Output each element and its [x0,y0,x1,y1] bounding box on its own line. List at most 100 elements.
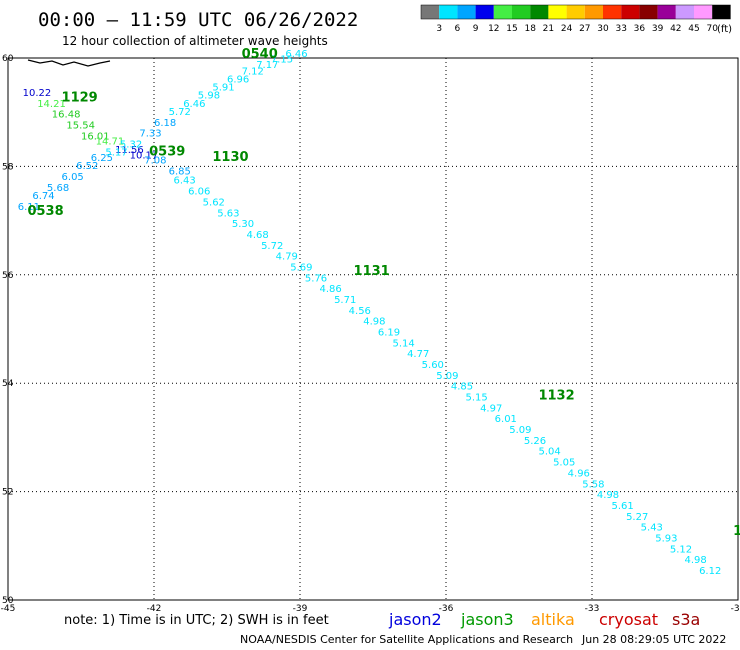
swh-value-label: 5.14 [392,338,414,349]
swh-value-label: 5.76 [305,273,327,284]
swh-value-label: 5.04 [538,447,560,458]
satellite-legend-item: altika [531,610,575,629]
x-tick-label: -30 [731,604,740,614]
satellite-legend-item: jason3 [460,610,514,629]
swh-value-label: 6.12 [699,566,721,577]
swh-value-label: 4.98 [597,490,619,501]
axis-tick-labels: -45 -42 -39 -36 -33 -30 50 52 54 56 58 60 [1,54,740,614]
satellite-legend: jason2 jason3 altika cryosat s3a [388,610,700,629]
swh-value-label: 6.01 [495,414,517,425]
swh-value-label: 4.56 [349,306,371,317]
swh-value-label: 5.93 [655,533,677,544]
x-tick-label: -36 [439,604,454,614]
swh-value-label: 6.25 [91,153,113,164]
swh-value-label: 6.05 [62,172,84,183]
swh-value-label: 7.33 [139,129,161,140]
swh-value-label: 5.69 [290,262,312,273]
swh-value-label: 16.48 [52,110,81,121]
colorbar-swatch [530,5,549,19]
colorbar-label: 24 [561,24,573,34]
swh-value-label: 4.68 [246,230,268,241]
y-tick-label: 50 [2,596,14,606]
swh-value-label: 5.58 [582,479,604,490]
y-tick-label: 56 [2,271,14,281]
footer-credit: NOAA/NESDIS Center for Satellite Applica… [240,633,573,646]
swh-value-label: 5.63 [217,208,239,219]
time-label: 1130 [212,150,248,165]
swh-value-label: 10.17 [130,150,159,161]
swh-value-label: 7.17 [256,60,278,71]
colorbar-swatch [657,5,676,19]
colorbar-label: 33 [615,24,626,34]
swh-value-label: 4.98 [363,317,385,328]
swh-value-label: 14.71 [96,137,125,148]
swh-value-label: 5.43 [641,523,663,534]
swh-value-label: 16.01 [81,131,110,142]
colorbar-label: 39 [652,24,664,34]
footer-generated: Jun 28 08:29:05 UTC 2022 [581,633,726,646]
x-tick-label: -45 [1,604,16,614]
swh-value-label: 6.11 [18,202,40,213]
swh-value-label: 5.30 [232,219,254,230]
swh-value-label: 5.61 [611,501,633,512]
chart-subtitle: 12 hour collection of altimeter wave hei… [62,34,328,48]
colorbar-swatch [712,5,731,19]
swh-value-label: 5.09 [509,425,531,436]
y-tick-label: 52 [2,488,13,498]
swh-value-label: 5.27 [626,512,648,523]
time-label: 11 [733,524,740,539]
swh-value-label: 5.12 [670,544,692,555]
swh-value-label: 6.06 [188,187,210,198]
swh-value-label: 4.79 [276,252,298,263]
y-tick-label: 54 [2,379,14,389]
colorbar-label: 18 [524,24,536,34]
swh-value-label: 5.15 [465,393,487,404]
swh-value-label: 4.86 [319,284,341,295]
colorbar-label: 12 [488,24,499,34]
swh-value-label: 5.26 [524,436,546,447]
swh-value-label: 15.54 [66,120,95,131]
plot-frame [7,57,739,601]
swh-value-label: 6.46 [183,99,205,110]
swh-value-label: 6.74 [32,191,54,202]
satellite-legend-item: cryosat [599,610,658,629]
time-label: 0540 [242,47,278,62]
swh-value-label: 5.72 [169,107,191,118]
colorbar-swatch [603,5,622,19]
colorbar-swatch [457,5,476,19]
colorbar-swatch [584,5,603,19]
swh-value-label: 6.96 [227,74,249,85]
colorbar-swatch [639,5,658,19]
swh-value-label: 7.08 [144,156,166,167]
colorbar-label: 15 [506,24,517,34]
swh-value-label: 7.12 [242,66,264,77]
swh-value-label: 4.77 [407,349,429,360]
swh-value-label: 5.72 [261,241,283,252]
swh-value-label: 4.96 [568,468,590,479]
chart-title: 00:00 – 11:59 UTC 06/26/2022 [38,9,358,31]
y-tick-label: 60 [2,54,14,64]
colorbar-swatch [439,5,458,19]
swh-value-label: 5.98 [198,91,220,102]
time-label: 1129 [62,90,98,105]
swh-value-label: 7.15 [271,54,293,65]
swh-value-label: 4.97 [480,403,502,414]
grid-lines [8,58,738,600]
time-label: 0539 [149,145,185,160]
x-tick-label: -33 [585,604,600,614]
swh-value-label: 5.32 [120,139,142,150]
colorbar-swatch [493,5,512,19]
colorbar-swatch [548,5,567,19]
colorbar-swatch [512,5,531,19]
swh-value-label: 10.22 [23,88,52,99]
swh-value-label: 5.68 [47,183,69,194]
swh-value-label: 6.52 [76,161,98,172]
colorbar-label: 45 [688,24,699,34]
swh-value-label: 6.43 [173,176,195,187]
colorbar-label: 27 [579,24,590,34]
swh-value-label: 4.98 [684,555,706,566]
time-label: 1131 [354,264,390,279]
colorbar-label: 30 [597,24,609,34]
x-tick-label: -39 [293,604,308,614]
footer-note: note: 1) Time is in UTC; 2) SWH is in fe… [64,613,329,628]
